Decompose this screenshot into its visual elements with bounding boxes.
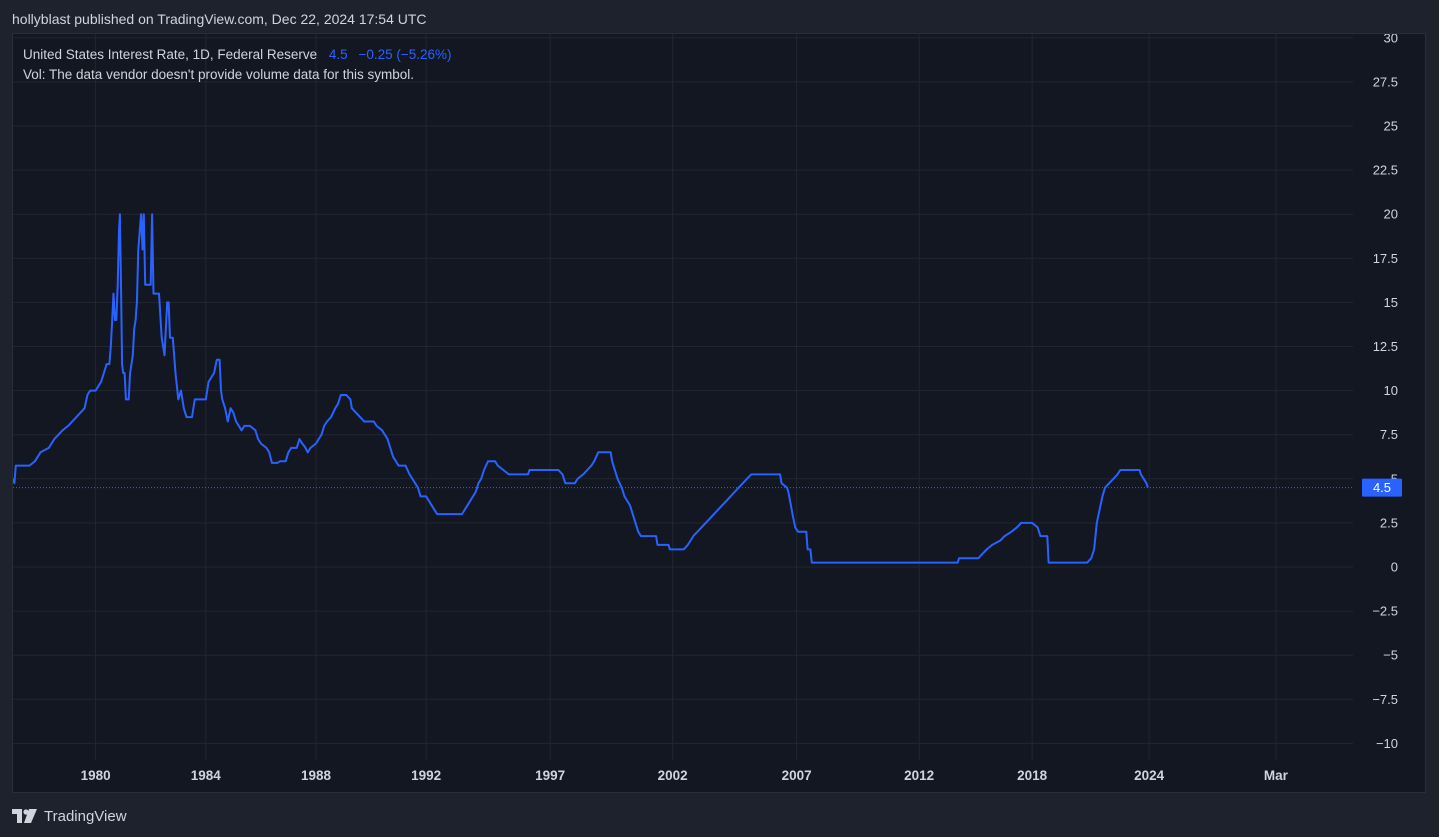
last-value-text: 4.5: [1373, 480, 1391, 495]
grid: [13, 34, 1353, 760]
x-tick-label: 1992: [411, 768, 441, 783]
y-tick-label: 15: [1384, 295, 1398, 310]
last-value-badge: [1362, 478, 1402, 497]
x-tick-label: 2024: [1134, 768, 1165, 783]
time-axis[interactable]: 1980 1984 1988 1992 1997 2002 2007 2012 2018 2024…: [81, 768, 1289, 783]
chart-canvas[interactable]: 3027.52522.52017.51512.5107.552.50−2.5−5…: [13, 34, 1425, 792]
y-tick-label: 7.5: [1380, 427, 1398, 442]
y-tick-label: 30: [1384, 34, 1398, 45]
y-tick-label: 10: [1384, 383, 1398, 398]
y-tick-label: 17.5: [1373, 251, 1398, 266]
y-tick-label: −2.5: [1372, 604, 1398, 619]
x-tick-label: 1997: [535, 768, 565, 783]
x-tick-label: 2012: [904, 768, 934, 783]
y-tick-label: 25: [1384, 119, 1398, 134]
y-tick-label: 22.5: [1373, 163, 1398, 178]
last-value-label: 4.5: [1362, 478, 1402, 497]
last-value: 4.5: [328, 47, 348, 62]
y-tick-label: 20: [1384, 207, 1398, 222]
x-tick-label: 2018: [1017, 768, 1048, 783]
y-tick-label: −7.5: [1372, 692, 1398, 707]
interest-rate-line[interactable]: [13, 213, 1149, 564]
symbol-legend: United States Interest Rate, 1D, Federal…: [23, 45, 452, 85]
price-axis[interactable]: 3027.52522.52017.51512.5107.552.50−2.5−5…: [1372, 34, 1398, 751]
y-tick-label: 27.5: [1373, 74, 1398, 89]
x-tick-label: 1980: [81, 768, 111, 783]
x-tick-label: 2007: [782, 768, 812, 783]
y-tick-label: −10: [1376, 736, 1398, 751]
chart-pane[interactable]: 3027.52522.52017.51512.5107.552.50−2.5−5…: [12, 33, 1426, 793]
volume-note: Vol: The data vendor doesn't provide vol…: [23, 67, 415, 82]
brand-name: TradingView: [44, 807, 127, 825]
x-tick-label: Mar: [1264, 768, 1289, 783]
y-tick-label: 2.5: [1380, 515, 1398, 530]
x-tick-label: 1988: [301, 768, 332, 783]
x-tick-label: 1984: [191, 768, 222, 783]
y-tick-label: 0: [1391, 560, 1398, 575]
legend-header: United States Interest Rate, 1D, Federal…: [23, 45, 452, 65]
y-tick-label: −5: [1383, 648, 1398, 663]
brand-footer[interactable]: TradingView: [12, 806, 127, 826]
published-header: hollyblast published on TradingView.com,…: [12, 11, 427, 27]
change-value: −0.25 (−5.26%): [358, 47, 452, 62]
tradingview-logo-icon: [12, 809, 37, 823]
y-tick-label: 12.5: [1373, 339, 1398, 354]
symbol-title[interactable]: United States Interest Rate, 1D, Federal…: [23, 47, 318, 62]
x-tick-label: 2002: [658, 768, 688, 783]
